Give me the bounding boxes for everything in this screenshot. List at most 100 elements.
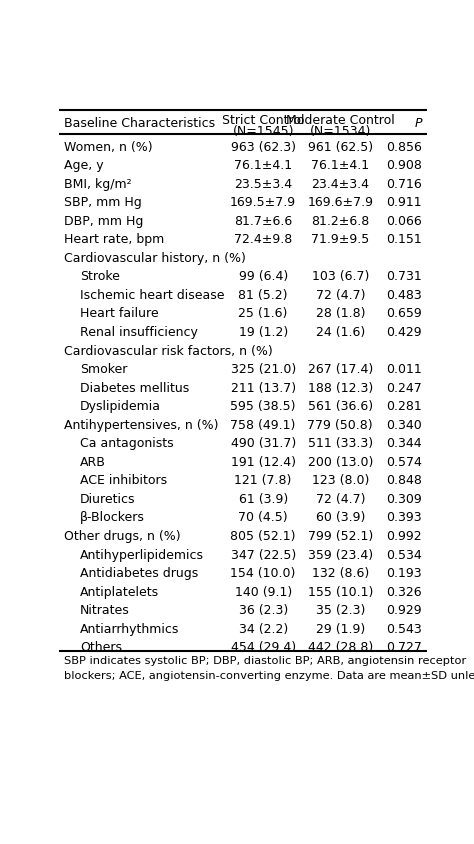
Text: 60 (3.9): 60 (3.9) <box>316 511 365 524</box>
Text: 76.1±4.1: 76.1±4.1 <box>311 159 369 172</box>
Text: P: P <box>415 116 422 129</box>
Text: 0.574: 0.574 <box>386 455 422 468</box>
Text: 0.716: 0.716 <box>386 177 422 191</box>
Text: 23.5±3.4: 23.5±3.4 <box>234 177 292 191</box>
Text: Antidiabetes drugs: Antidiabetes drugs <box>80 566 199 580</box>
Text: 325 (21.0): 325 (21.0) <box>230 363 296 376</box>
Text: 0.011: 0.011 <box>386 363 422 376</box>
Text: 0.929: 0.929 <box>387 603 422 616</box>
Text: 34 (2.2): 34 (2.2) <box>238 622 288 635</box>
Text: 23.4±3.4: 23.4±3.4 <box>311 177 369 191</box>
Text: Ca antagonists: Ca antagonists <box>80 437 174 450</box>
Text: 140 (9.1): 140 (9.1) <box>235 585 292 598</box>
Text: 0.856: 0.856 <box>386 140 422 154</box>
Text: 347 (22.5): 347 (22.5) <box>230 548 296 561</box>
Text: Women, n (%): Women, n (%) <box>64 140 152 154</box>
Text: Nitrates: Nitrates <box>80 603 130 616</box>
Text: 200 (13.0): 200 (13.0) <box>308 455 373 468</box>
Text: 359 (23.4): 359 (23.4) <box>308 548 373 561</box>
Text: ARB: ARB <box>80 455 106 468</box>
Text: SBP, mm Hg: SBP, mm Hg <box>64 196 141 209</box>
Text: Others: Others <box>80 641 122 653</box>
Text: 0.908: 0.908 <box>386 159 422 172</box>
Text: 123 (8.0): 123 (8.0) <box>311 473 369 487</box>
Text: blockers; ACE, angiotensin-converting enzyme. Data are mean±SD unless: blockers; ACE, angiotensin-converting en… <box>64 670 474 679</box>
Text: 211 (13.7): 211 (13.7) <box>230 381 296 394</box>
Text: 169.5±7.9: 169.5±7.9 <box>230 196 296 209</box>
Text: 76.1±4.1: 76.1±4.1 <box>234 159 292 172</box>
Text: 72 (4.7): 72 (4.7) <box>316 289 365 301</box>
Text: Antihyperlipidemics: Antihyperlipidemics <box>80 548 204 561</box>
Text: 154 (10.0): 154 (10.0) <box>230 566 296 580</box>
Text: 99 (6.4): 99 (6.4) <box>238 270 288 283</box>
Text: 0.193: 0.193 <box>387 566 422 580</box>
Text: 0.483: 0.483 <box>386 289 422 301</box>
Text: 70 (4.5): 70 (4.5) <box>238 511 288 524</box>
Text: Renal insufficiency: Renal insufficiency <box>80 326 198 338</box>
Text: 511 (33.3): 511 (33.3) <box>308 437 373 450</box>
Text: Cardiovascular risk factors, n (%): Cardiovascular risk factors, n (%) <box>64 344 273 357</box>
Text: 24 (1.6): 24 (1.6) <box>316 326 365 338</box>
Text: Age, y: Age, y <box>64 159 103 172</box>
Text: 0.543: 0.543 <box>386 622 422 635</box>
Text: 0.151: 0.151 <box>386 233 422 246</box>
Text: 0.340: 0.340 <box>386 419 422 431</box>
Text: Baseline Characteristics: Baseline Characteristics <box>64 116 215 129</box>
Text: 490 (31.7): 490 (31.7) <box>230 437 296 450</box>
Text: 0.309: 0.309 <box>386 492 422 506</box>
Text: 155 (10.1): 155 (10.1) <box>308 585 373 598</box>
Text: 0.534: 0.534 <box>386 548 422 561</box>
Text: 19 (1.2): 19 (1.2) <box>238 326 288 338</box>
Text: 0.429: 0.429 <box>387 326 422 338</box>
Text: 188 (12.3): 188 (12.3) <box>308 381 373 394</box>
Text: Antihypertensives, n (%): Antihypertensives, n (%) <box>64 419 218 431</box>
Text: Heart failure: Heart failure <box>80 307 159 320</box>
Text: 0.066: 0.066 <box>386 214 422 228</box>
Text: 595 (38.5): 595 (38.5) <box>230 400 296 413</box>
Text: 561 (36.6): 561 (36.6) <box>308 400 373 413</box>
Text: Heart rate, bpm: Heart rate, bpm <box>64 233 164 246</box>
Text: 29 (1.9): 29 (1.9) <box>316 622 365 635</box>
Text: 0.911: 0.911 <box>387 196 422 209</box>
Text: 442 (28.8): 442 (28.8) <box>308 641 373 653</box>
Text: 0.659: 0.659 <box>386 307 422 320</box>
Text: 169.6±7.9: 169.6±7.9 <box>307 196 373 209</box>
Text: 805 (52.1): 805 (52.1) <box>230 529 296 543</box>
Text: 779 (50.8): 779 (50.8) <box>308 419 373 431</box>
Text: 799 (52.1): 799 (52.1) <box>308 529 373 543</box>
Text: 36 (2.3): 36 (2.3) <box>238 603 288 616</box>
Text: 71.9±9.5: 71.9±9.5 <box>311 233 369 246</box>
Text: Strict Control: Strict Control <box>222 114 304 127</box>
Text: 0.247: 0.247 <box>386 381 422 394</box>
Text: Dyslipidemia: Dyslipidemia <box>80 400 161 413</box>
Text: 103 (6.7): 103 (6.7) <box>311 270 369 283</box>
Text: β-Blockers: β-Blockers <box>80 511 145 524</box>
Text: Ischemic heart disease: Ischemic heart disease <box>80 289 225 301</box>
Text: 0.326: 0.326 <box>387 585 422 598</box>
Text: (N=1534): (N=1534) <box>310 125 371 138</box>
Text: 81 (5.2): 81 (5.2) <box>238 289 288 301</box>
Text: 454 (29.4): 454 (29.4) <box>230 641 296 653</box>
Text: 28 (1.8): 28 (1.8) <box>316 307 365 320</box>
Text: ACE inhibitors: ACE inhibitors <box>80 473 167 487</box>
Text: Moderate Control: Moderate Control <box>286 114 395 127</box>
Text: 81.7±6.6: 81.7±6.6 <box>234 214 292 228</box>
Text: 35 (2.3): 35 (2.3) <box>316 603 365 616</box>
Text: 81.2±6.8: 81.2±6.8 <box>311 214 369 228</box>
Text: 25 (1.6): 25 (1.6) <box>238 307 288 320</box>
Text: 0.344: 0.344 <box>387 437 422 450</box>
Text: 121 (7.8): 121 (7.8) <box>235 473 292 487</box>
Text: 758 (49.1): 758 (49.1) <box>230 419 296 431</box>
Text: 72.4±9.8: 72.4±9.8 <box>234 233 292 246</box>
Text: Antiplatelets: Antiplatelets <box>80 585 159 598</box>
Text: 963 (62.3): 963 (62.3) <box>231 140 296 154</box>
Text: Antiarrhythmics: Antiarrhythmics <box>80 622 180 635</box>
Text: Smoker: Smoker <box>80 363 128 376</box>
Text: 61 (3.9): 61 (3.9) <box>238 492 288 506</box>
Text: 0.992: 0.992 <box>387 529 422 543</box>
Text: 0.281: 0.281 <box>386 400 422 413</box>
Text: Diabetes mellitus: Diabetes mellitus <box>80 381 190 394</box>
Text: 191 (12.4): 191 (12.4) <box>231 455 296 468</box>
Text: 0.393: 0.393 <box>387 511 422 524</box>
Text: Diuretics: Diuretics <box>80 492 136 506</box>
